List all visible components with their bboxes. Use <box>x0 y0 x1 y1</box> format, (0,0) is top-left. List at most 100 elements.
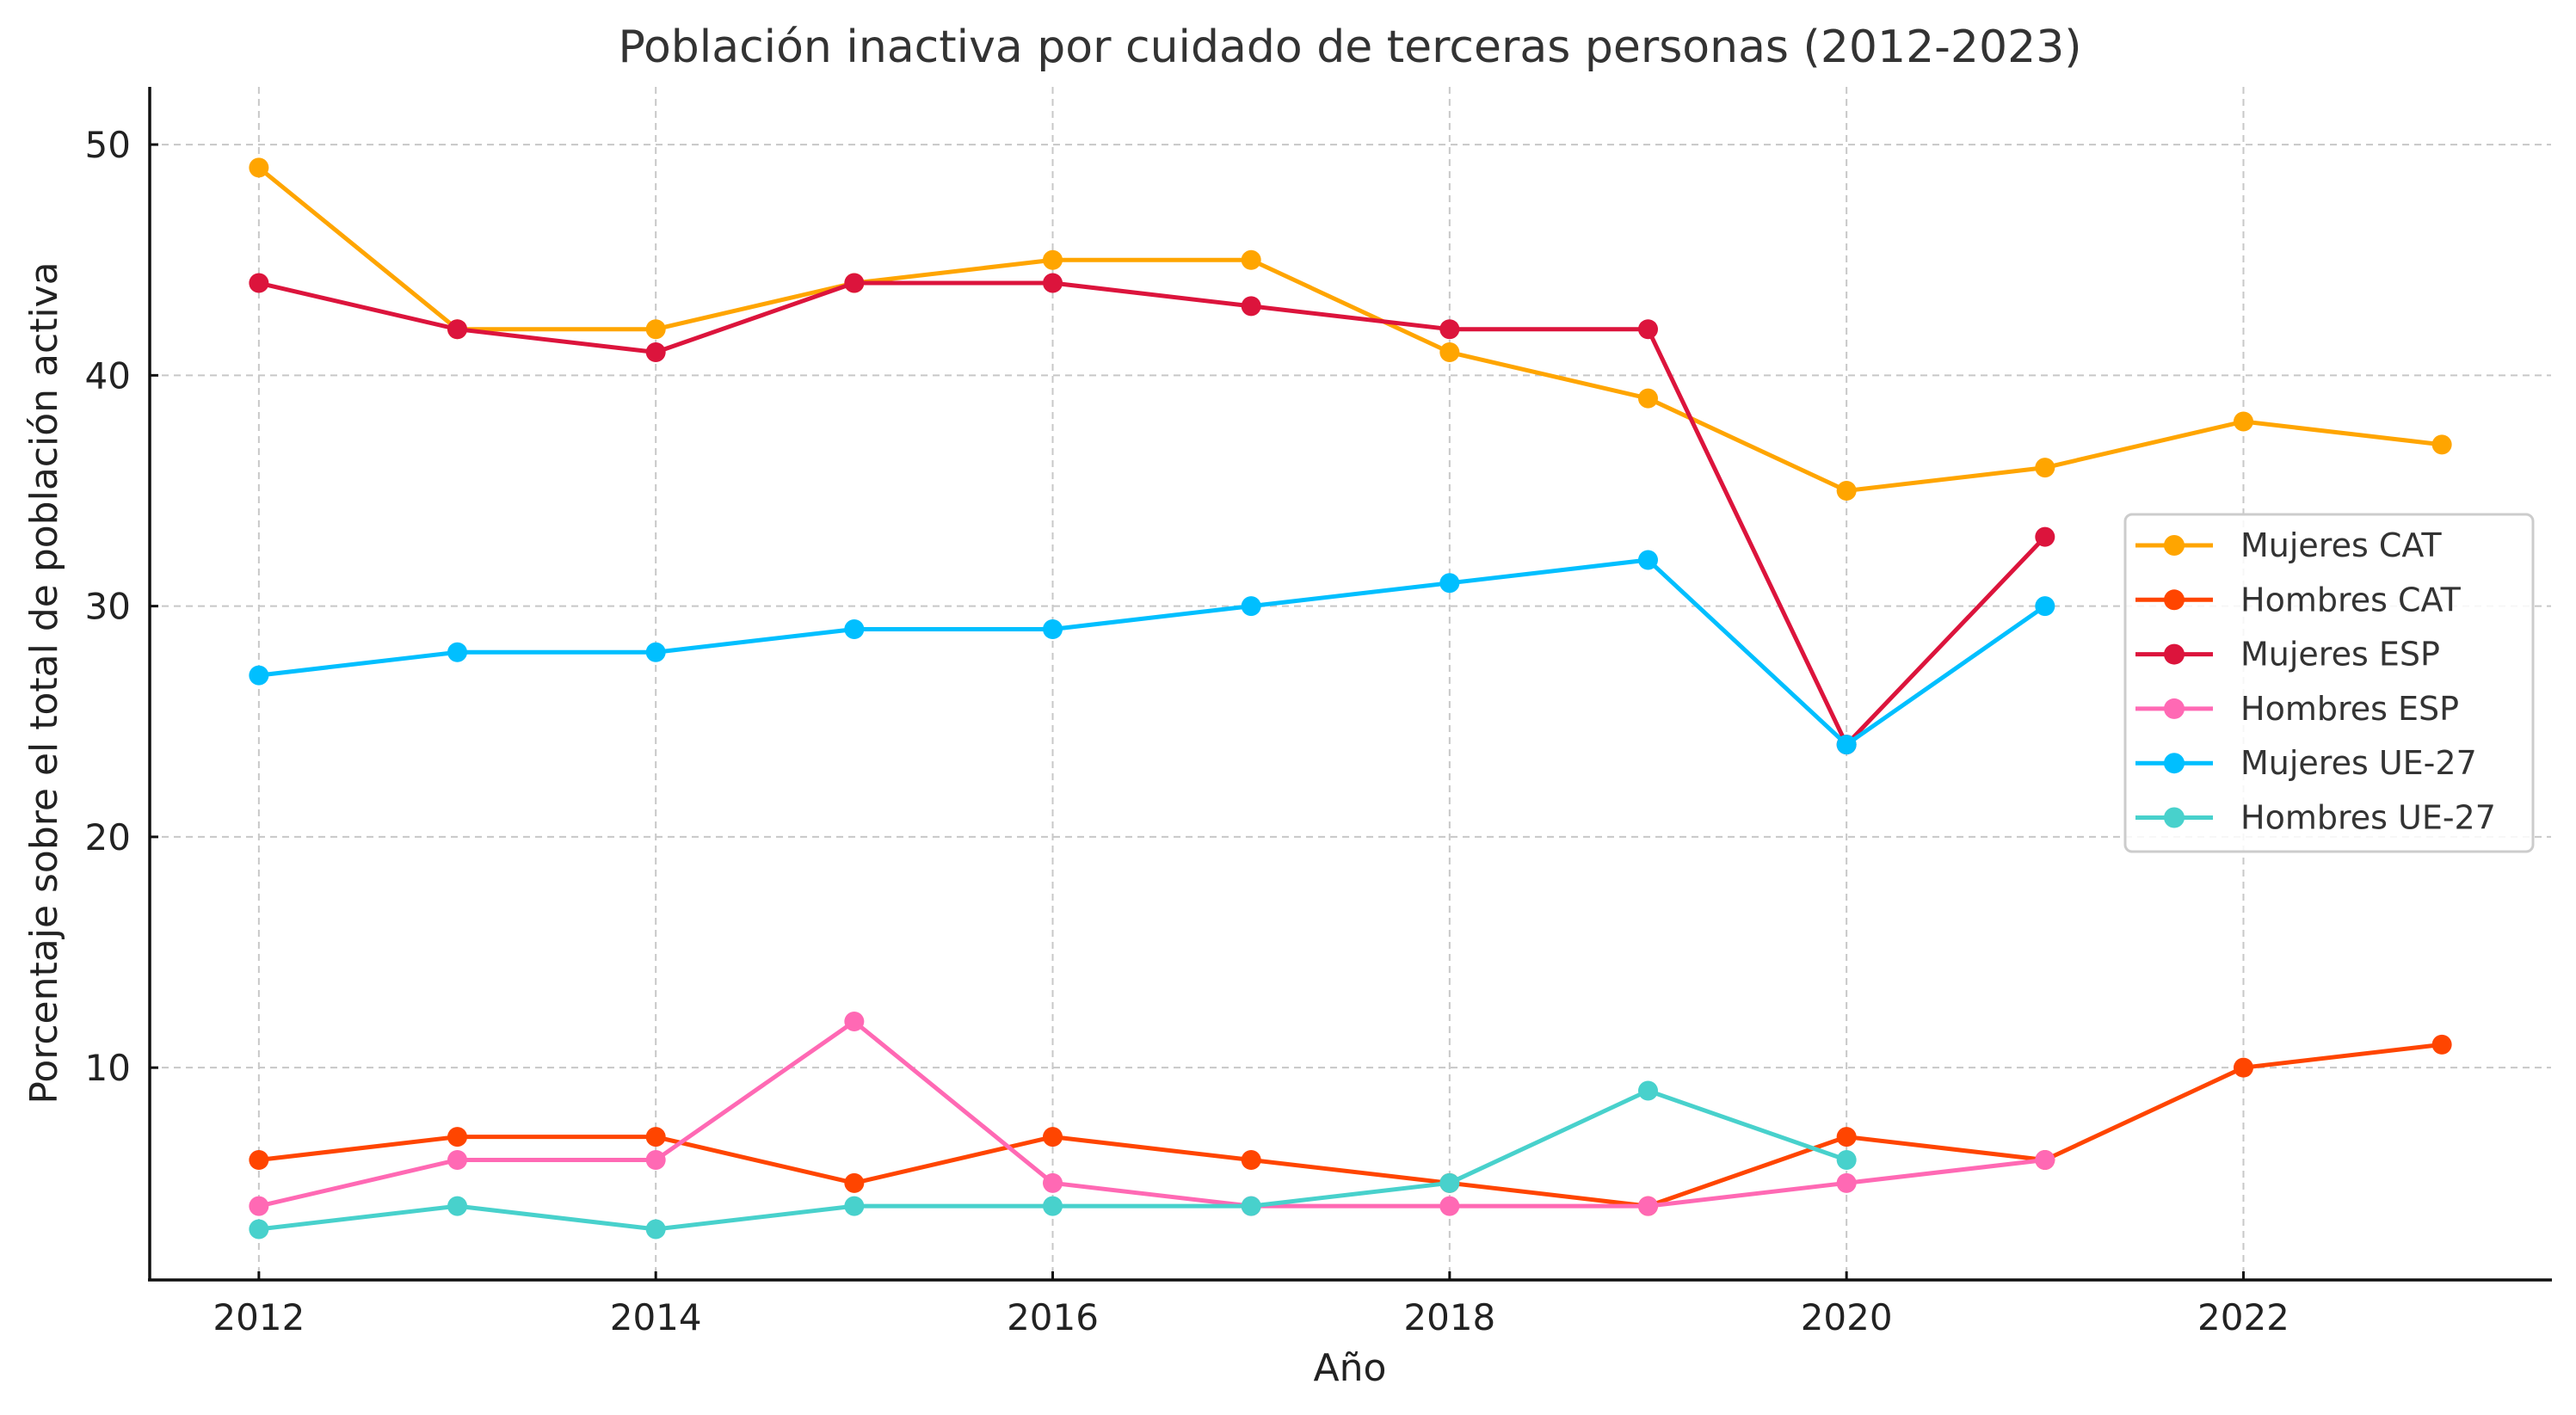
data-point <box>1439 1196 1460 1216</box>
data-point <box>1439 573 1460 594</box>
y-tick-label: 50 <box>85 124 131 166</box>
data-point <box>249 157 269 178</box>
data-point <box>1836 1127 1857 1147</box>
x-tick-label: 2012 <box>213 1296 305 1338</box>
series-hombres-cat <box>249 1034 2452 1216</box>
data-point <box>1439 1172 1460 1193</box>
data-point <box>249 665 269 686</box>
data-point <box>249 1196 269 1216</box>
legend-marker <box>2164 589 2185 611</box>
x-tick-label: 2014 <box>610 1296 702 1338</box>
data-point <box>1043 1196 1063 1216</box>
data-point <box>645 342 666 363</box>
data-point <box>645 1219 666 1240</box>
data-point <box>1043 249 1063 270</box>
data-point <box>1836 735 1857 755</box>
legend-label: Hombres ESP <box>2240 690 2459 728</box>
data-point <box>2035 1149 2055 1170</box>
data-point <box>1836 480 1857 501</box>
data-point <box>1241 1149 1261 1170</box>
data-point <box>645 642 666 662</box>
data-point <box>447 642 468 662</box>
data-point <box>1241 596 1261 617</box>
y-axis-label: Porcentaje sobre el total de población a… <box>22 261 66 1104</box>
data-point <box>1043 273 1063 293</box>
data-point <box>844 1172 865 1193</box>
y-tick-label: 40 <box>85 354 131 397</box>
x-tick-label: 2022 <box>2197 1296 2289 1338</box>
legend-label: Mujeres CAT <box>2240 526 2442 564</box>
series-mujeres-ue-27 <box>249 550 2055 755</box>
y-tick-label: 10 <box>85 1047 131 1089</box>
legend-label: Mujeres UE-27 <box>2240 744 2477 782</box>
x-tick-label: 2018 <box>1403 1296 1495 1338</box>
legend: Mujeres CAT Hombres CAT Mujeres ESP Hombres… <box>2123 513 2535 853</box>
series-line <box>258 557 2047 747</box>
data-point <box>1836 1149 1857 1170</box>
legend-item: Mujeres ESP <box>2135 636 2440 674</box>
data-point <box>447 1127 468 1147</box>
x-tick-label: 2016 <box>1007 1296 1099 1338</box>
data-point <box>645 1127 666 1147</box>
chart-title: Población inactiva por cuidado de tercer… <box>618 22 2081 73</box>
data-point <box>447 319 468 340</box>
series-line <box>258 1019 2046 1209</box>
y-tick-label: 20 <box>85 816 131 858</box>
data-point <box>844 1196 865 1216</box>
data-point <box>1637 319 1658 340</box>
legend-marker <box>2164 643 2185 665</box>
data-point <box>2431 434 2452 455</box>
data-point <box>2035 526 2055 547</box>
data-point <box>645 1149 666 1170</box>
y-ticks: 10 20 30 40 50 <box>85 124 158 1089</box>
data-point <box>844 618 865 639</box>
x-axis-label: Año <box>1314 1346 1387 1390</box>
data-point <box>1439 319 1460 340</box>
legend-marker <box>2164 807 2185 828</box>
legend-item: Hombres ESP <box>2135 690 2459 728</box>
data-point <box>2431 1034 2452 1055</box>
series-mujeres-esp <box>249 273 2055 755</box>
data-point <box>1241 1196 1261 1216</box>
x-ticks: 2012 2014 2016 2018 2020 2022 <box>213 1271 2289 1338</box>
data-point <box>447 1196 468 1216</box>
legend-item: Hombres UE-27 <box>2135 799 2496 837</box>
data-point <box>447 1149 468 1170</box>
legend-item: Mujeres CAT <box>2135 526 2442 564</box>
series-hombres-ue-27 <box>249 1080 1857 1240</box>
legend-label: Hombres CAT <box>2240 581 2462 618</box>
data-point <box>2233 1057 2253 1078</box>
data-point <box>844 273 865 293</box>
series-mujeres-cat <box>249 157 2452 501</box>
data-point <box>249 1149 269 1170</box>
data-point <box>1836 1172 1857 1193</box>
legend-marker <box>2164 535 2185 556</box>
series-line <box>258 280 2047 747</box>
series-line <box>258 1042 2443 1209</box>
data-point <box>844 1012 865 1032</box>
data-point <box>2035 458 2055 478</box>
legend-item: Hombres CAT <box>2135 581 2462 618</box>
data-point <box>1637 550 1658 570</box>
data-point <box>1241 296 1261 317</box>
legend-box <box>2123 513 2535 853</box>
data-point <box>1637 1080 1658 1101</box>
legend-marker <box>2164 753 2185 774</box>
data-point <box>1439 342 1460 363</box>
axes <box>148 87 2552 1282</box>
data-point <box>1043 1127 1063 1147</box>
data-point <box>2035 596 2055 617</box>
data-point <box>249 273 269 293</box>
data-point <box>249 1219 269 1240</box>
data-point <box>1043 1172 1063 1193</box>
series-line <box>257 165 2443 493</box>
data-point <box>645 319 666 340</box>
series-layer <box>249 157 2452 1240</box>
legend-item: Mujeres UE-27 <box>2135 744 2477 782</box>
y-tick-label: 30 <box>85 586 131 628</box>
data-point <box>1043 618 1063 639</box>
data-point <box>1637 388 1658 409</box>
data-point <box>2233 411 2253 432</box>
data-point <box>1637 1196 1658 1216</box>
